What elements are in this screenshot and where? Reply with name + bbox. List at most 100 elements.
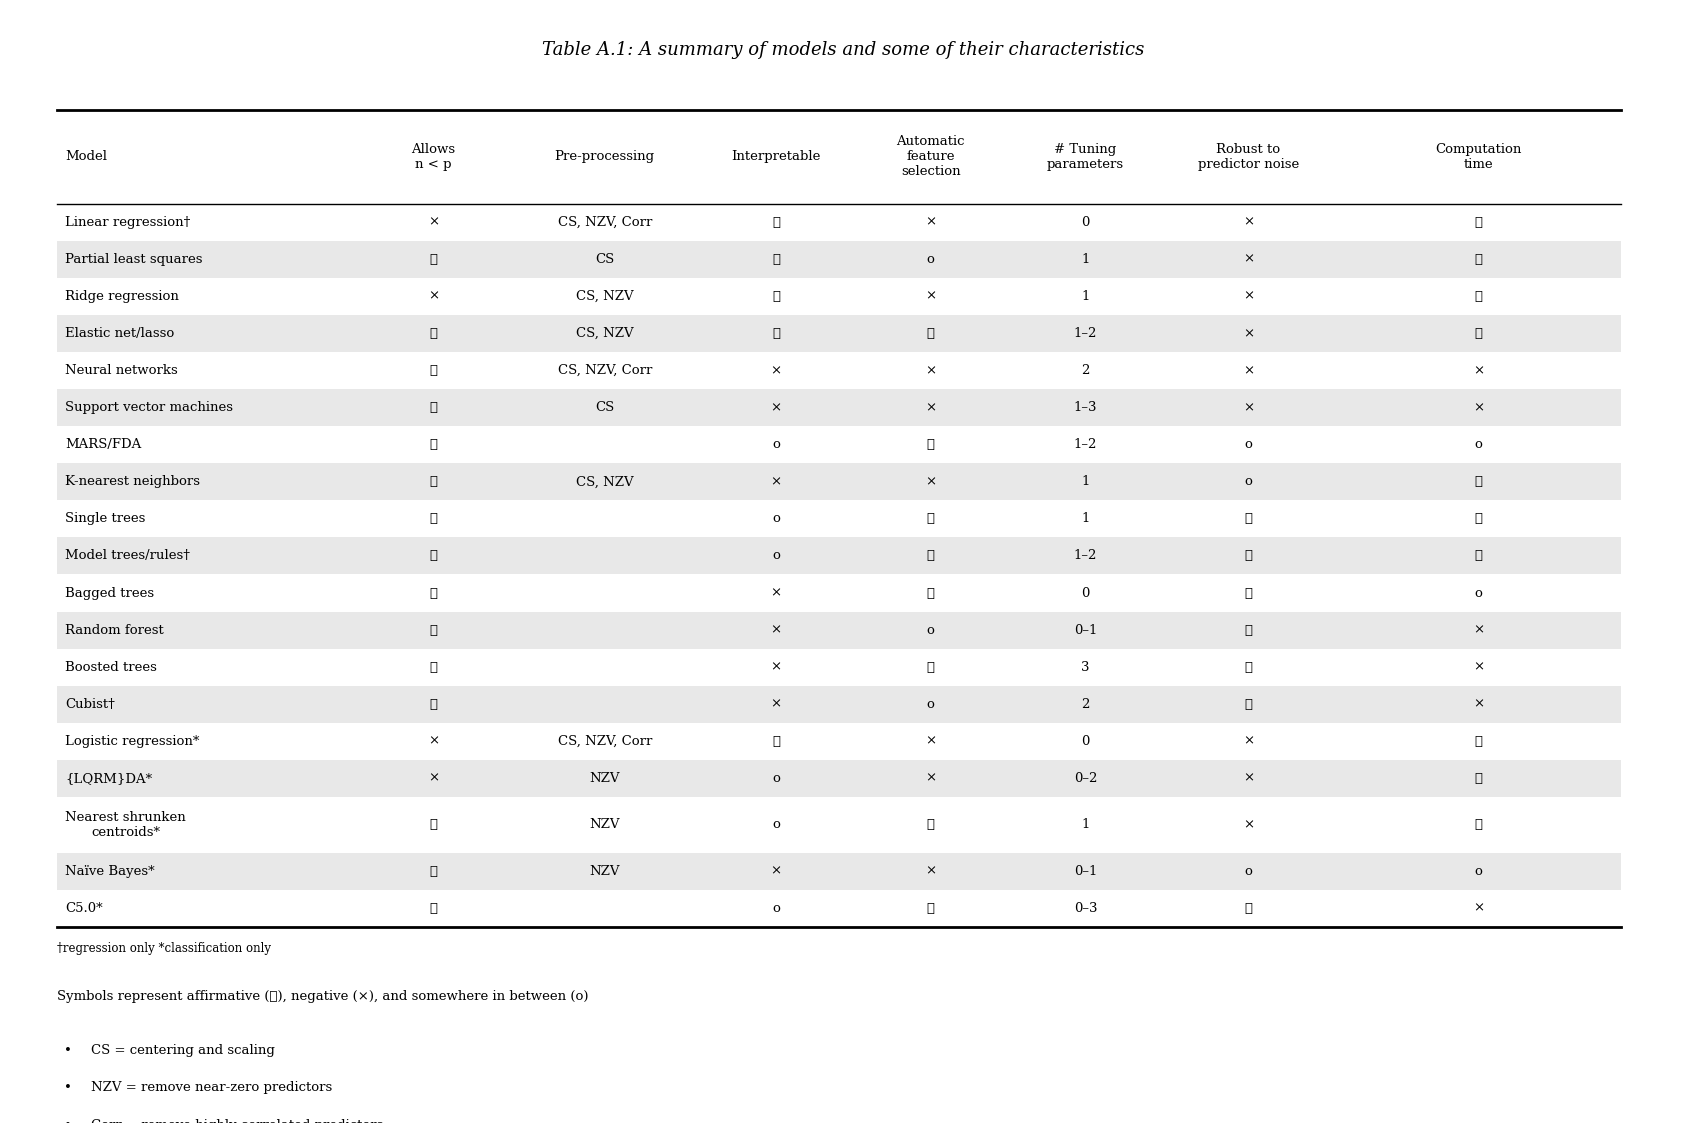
Text: CS, NZV, Corr: CS, NZV, Corr bbox=[558, 364, 652, 377]
Text: ×: × bbox=[771, 623, 782, 637]
Text: ✓: ✓ bbox=[430, 902, 437, 914]
Text: 2: 2 bbox=[1081, 364, 1089, 377]
Text: ×: × bbox=[926, 290, 936, 303]
Text: ✓: ✓ bbox=[772, 327, 781, 340]
Text: ✓: ✓ bbox=[1474, 772, 1482, 785]
Text: ✓: ✓ bbox=[1474, 253, 1482, 266]
Text: Random forest: Random forest bbox=[66, 623, 164, 637]
Text: ×: × bbox=[926, 475, 936, 489]
Text: Partial least squares: Partial least squares bbox=[66, 253, 202, 266]
Text: 1: 1 bbox=[1081, 290, 1089, 303]
Text: 0–1: 0–1 bbox=[1074, 623, 1098, 637]
Text: # Tuning
parameters: # Tuning parameters bbox=[1047, 143, 1125, 171]
Text: ✓: ✓ bbox=[430, 364, 437, 377]
Text: 1–2: 1–2 bbox=[1074, 549, 1098, 563]
Text: 0–2: 0–2 bbox=[1074, 772, 1098, 785]
Text: ×: × bbox=[771, 586, 782, 600]
Text: ✓: ✓ bbox=[430, 253, 437, 266]
Text: 0: 0 bbox=[1081, 216, 1089, 229]
Text: ×: × bbox=[1474, 660, 1484, 674]
Text: ✓: ✓ bbox=[1244, 660, 1253, 674]
Text: Logistic regression*: Logistic regression* bbox=[66, 734, 201, 748]
Text: ✓: ✓ bbox=[430, 549, 437, 563]
Bar bbox=[57, 686, 1620, 723]
Text: o: o bbox=[772, 819, 781, 831]
Text: ×: × bbox=[1243, 364, 1254, 377]
Text: ×: × bbox=[1243, 216, 1254, 229]
Text: ×: × bbox=[771, 865, 782, 877]
Text: ✓: ✓ bbox=[430, 512, 437, 526]
Text: o: o bbox=[1244, 438, 1253, 451]
Text: ✓: ✓ bbox=[1244, 586, 1253, 600]
Text: •: • bbox=[64, 1043, 72, 1057]
Text: 1–2: 1–2 bbox=[1074, 327, 1098, 340]
Text: ×: × bbox=[1243, 819, 1254, 831]
Text: Allows
n < p: Allows n < p bbox=[411, 143, 455, 171]
Text: CS, NZV: CS, NZV bbox=[577, 290, 634, 303]
Text: CS: CS bbox=[595, 253, 614, 266]
Text: NZV: NZV bbox=[590, 865, 620, 877]
Text: o: o bbox=[1475, 865, 1482, 877]
Text: Neural networks: Neural networks bbox=[66, 364, 179, 377]
Text: ✓: ✓ bbox=[927, 819, 934, 831]
Text: ✓: ✓ bbox=[927, 512, 934, 526]
Text: Robust to
predictor noise: Robust to predictor noise bbox=[1197, 143, 1300, 171]
Bar bbox=[57, 852, 1620, 889]
Bar bbox=[57, 463, 1620, 501]
Text: ✓: ✓ bbox=[430, 697, 437, 711]
Text: ✓: ✓ bbox=[772, 290, 781, 303]
Text: ✓: ✓ bbox=[927, 586, 934, 600]
Text: ✓: ✓ bbox=[927, 549, 934, 563]
Text: ✓: ✓ bbox=[430, 623, 437, 637]
Text: ✓: ✓ bbox=[1474, 290, 1482, 303]
Text: Pre-processing: Pre-processing bbox=[555, 150, 654, 164]
Text: Elastic net/lasso: Elastic net/lasso bbox=[66, 327, 175, 340]
Text: ×: × bbox=[771, 660, 782, 674]
Text: Table A.1: A summary of models and some of their characteristics: Table A.1: A summary of models and some … bbox=[541, 42, 1145, 60]
Text: ✓: ✓ bbox=[927, 327, 934, 340]
Text: 3: 3 bbox=[1081, 660, 1089, 674]
Text: o: o bbox=[1244, 865, 1253, 877]
Text: 1: 1 bbox=[1081, 475, 1089, 489]
Text: NZV = remove near-zero predictors: NZV = remove near-zero predictors bbox=[91, 1081, 332, 1094]
Text: ✓: ✓ bbox=[430, 865, 437, 877]
Text: Boosted trees: Boosted trees bbox=[66, 660, 157, 674]
Text: o: o bbox=[772, 902, 781, 914]
Text: ✓: ✓ bbox=[430, 401, 437, 414]
Text: 0–1: 0–1 bbox=[1074, 865, 1098, 877]
Text: ×: × bbox=[1243, 253, 1254, 266]
Text: ×: × bbox=[771, 475, 782, 489]
Text: Cubist†: Cubist† bbox=[66, 697, 115, 711]
Bar bbox=[57, 314, 1620, 351]
Text: ×: × bbox=[926, 216, 936, 229]
Bar bbox=[57, 538, 1620, 575]
Text: o: o bbox=[927, 697, 934, 711]
Text: ✓: ✓ bbox=[927, 438, 934, 451]
Text: ✓: ✓ bbox=[1244, 902, 1253, 914]
Text: 0: 0 bbox=[1081, 586, 1089, 600]
Text: 0: 0 bbox=[1081, 734, 1089, 748]
Text: Computation
time: Computation time bbox=[1435, 143, 1521, 171]
Text: Naïve Bayes*: Naïve Bayes* bbox=[66, 865, 155, 877]
Text: Model trees/rules†: Model trees/rules† bbox=[66, 549, 191, 563]
Bar bbox=[57, 612, 1620, 649]
Text: ✓: ✓ bbox=[1474, 819, 1482, 831]
Text: ✓: ✓ bbox=[1474, 549, 1482, 563]
Text: ×: × bbox=[771, 697, 782, 711]
Text: o: o bbox=[927, 253, 934, 266]
Text: Corr = remove highly correlated predictors: Corr = remove highly correlated predicto… bbox=[91, 1119, 383, 1123]
Text: ✓: ✓ bbox=[1474, 512, 1482, 526]
Text: ×: × bbox=[428, 734, 438, 748]
Text: o: o bbox=[1475, 586, 1482, 600]
Text: ✓: ✓ bbox=[772, 253, 781, 266]
Text: Single trees: Single trees bbox=[66, 512, 147, 526]
Text: 2: 2 bbox=[1081, 697, 1089, 711]
Text: Nearest shrunken
centroids*: Nearest shrunken centroids* bbox=[66, 811, 185, 839]
Text: ✓: ✓ bbox=[430, 660, 437, 674]
Text: •: • bbox=[64, 1119, 72, 1123]
Text: ✓: ✓ bbox=[430, 586, 437, 600]
Text: ×: × bbox=[1243, 734, 1254, 748]
Text: 1–3: 1–3 bbox=[1074, 401, 1098, 414]
Text: K-nearest neighbors: K-nearest neighbors bbox=[66, 475, 201, 489]
Text: o: o bbox=[772, 512, 781, 526]
